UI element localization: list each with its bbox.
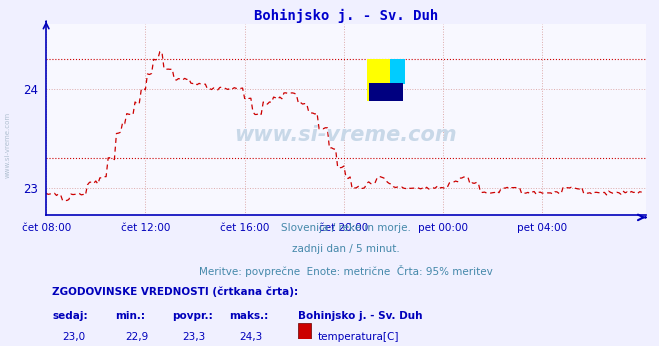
Text: 22,9: 22,9 xyxy=(125,332,148,342)
Bar xyxy=(389,59,405,84)
Title: Bohinjsko j. - Sv. Duh: Bohinjsko j. - Sv. Duh xyxy=(254,9,438,23)
Text: 24,3: 24,3 xyxy=(239,332,262,342)
Text: temperatura[C]: temperatura[C] xyxy=(317,332,399,342)
Bar xyxy=(369,83,403,101)
Text: 23,0: 23,0 xyxy=(62,332,85,342)
Bar xyxy=(298,344,311,346)
Text: 23,3: 23,3 xyxy=(182,332,205,342)
Text: www.si-vreme.com: www.si-vreme.com xyxy=(235,125,457,145)
Text: Slovenija / reke in morje.: Slovenija / reke in morje. xyxy=(281,223,411,233)
Bar xyxy=(298,323,311,342)
Text: www.si-vreme.com: www.si-vreme.com xyxy=(5,112,11,179)
Text: Bohinjsko j. - Sv. Duh: Bohinjsko j. - Sv. Duh xyxy=(298,311,422,321)
Text: ZGODOVINSKE VREDNOSTI (črtkana črta):: ZGODOVINSKE VREDNOSTI (črtkana črta): xyxy=(52,287,299,298)
Text: maks.:: maks.: xyxy=(229,311,268,321)
Text: Meritve: povprečne  Enote: metrične  Črta: 95% meritev: Meritve: povprečne Enote: metrične Črta:… xyxy=(199,265,493,277)
Text: zadnji dan / 5 minut.: zadnji dan / 5 minut. xyxy=(292,244,400,254)
Bar xyxy=(367,59,389,101)
Text: min.:: min.: xyxy=(115,311,145,321)
Text: sedaj:: sedaj: xyxy=(52,311,88,321)
Text: povpr.:: povpr.: xyxy=(172,311,213,321)
